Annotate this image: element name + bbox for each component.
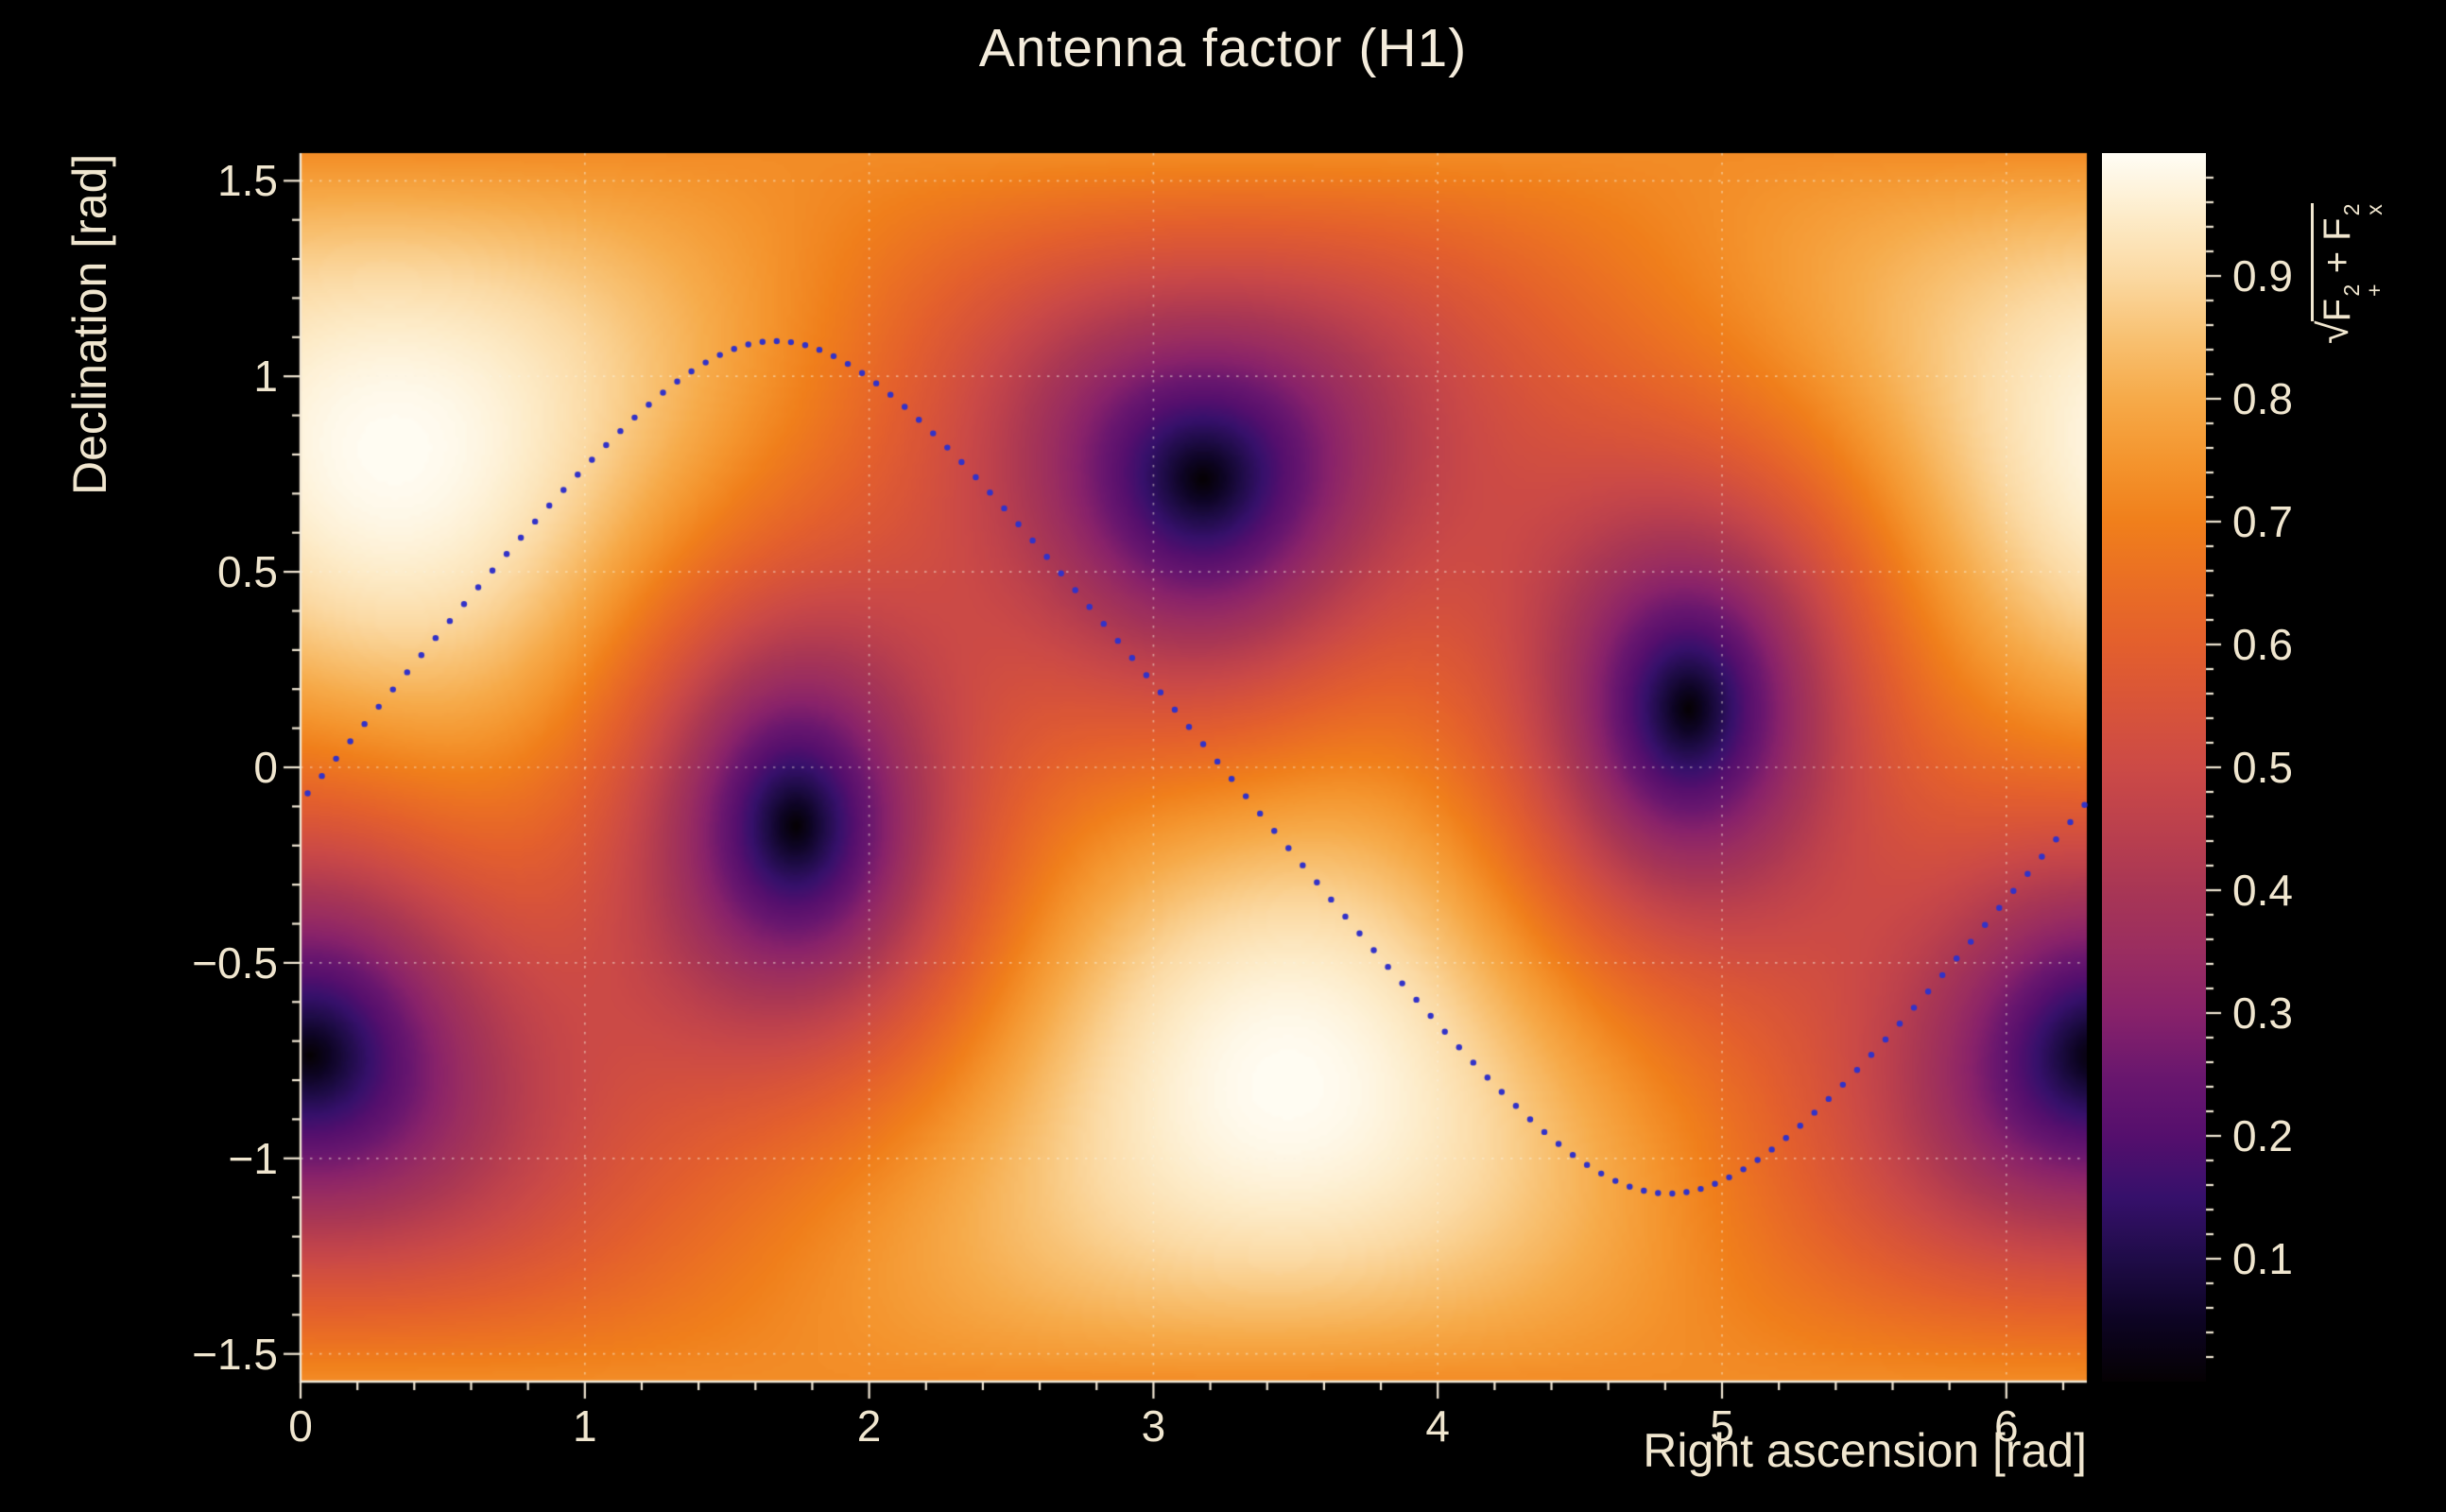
x-tick-label: 1 — [573, 1401, 597, 1451]
z-tick-label: 0.8 — [2232, 374, 2293, 423]
x-tick-label: 2 — [856, 1401, 882, 1451]
z-tick-label: 0.5 — [2232, 743, 2293, 792]
z-tick-label: 0.2 — [2232, 1111, 2293, 1160]
y-tick-label: 0.5 — [217, 547, 278, 597]
x-tick-label: 0 — [288, 1401, 313, 1451]
chart-title: Antenna factor (H1) — [978, 18, 1468, 78]
x-tick-label: 6 — [1994, 1401, 2019, 1451]
colorbar — [2102, 153, 2206, 1382]
y-tick-label: −1 — [228, 1133, 278, 1183]
y-tick-label: 0 — [253, 743, 278, 792]
y-tick-label: −1.5 — [192, 1329, 278, 1379]
y-tick-label: −0.5 — [192, 937, 278, 988]
x-tick-label: 5 — [1710, 1401, 1734, 1451]
z-tick-label: 0.9 — [2232, 251, 2293, 301]
x-tick-label: 4 — [1425, 1401, 1450, 1451]
sqrt-symbol: √ — [2310, 320, 2357, 344]
z-tick-label: 0.7 — [2232, 497, 2293, 546]
y-tick-label: 1 — [253, 352, 278, 402]
plus-operator: + — [2317, 240, 2358, 284]
f-plus-symbol: F 2 + — [2317, 284, 2386, 322]
z-tick-label: 0.4 — [2232, 866, 2293, 915]
z-tick-label: 0.1 — [2232, 1234, 2293, 1283]
z-tick-label: 0.3 — [2232, 988, 2293, 1038]
y-tick-label: 1.5 — [217, 156, 278, 206]
x-tick-label: 3 — [1141, 1401, 1166, 1451]
z-tick-label: 0.6 — [2232, 620, 2293, 669]
x-axis-title: Right ascension [rad] — [1643, 1424, 2087, 1477]
y-axis-title: Declination [rad] — [63, 153, 116, 495]
